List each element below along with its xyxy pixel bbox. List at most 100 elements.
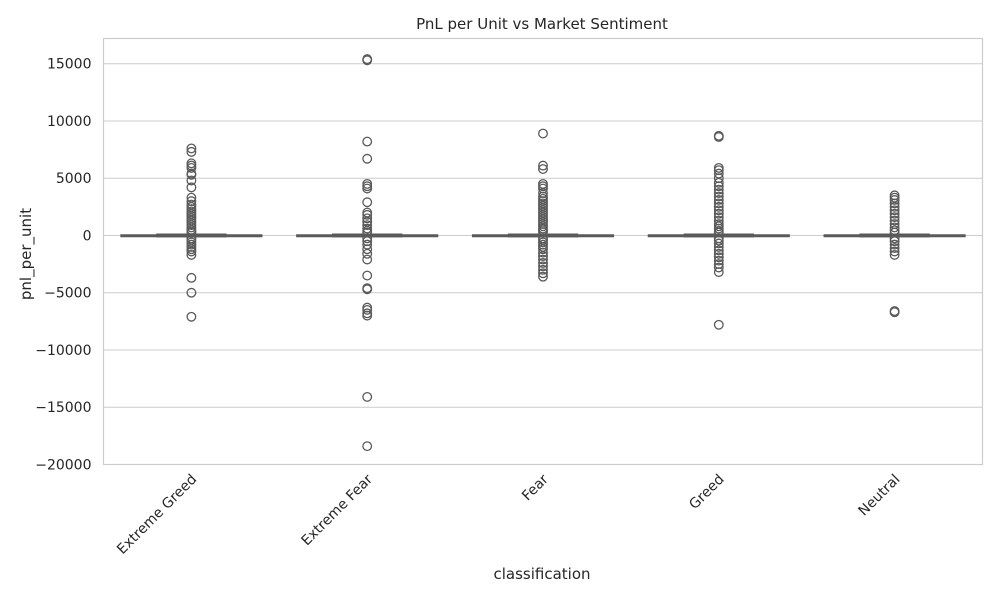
outlier-point [186, 175, 197, 186]
y-tick-label: 10000 [47, 114, 92, 130]
outlier-point [889, 201, 900, 212]
plot-frame [102, 37, 984, 466]
outlier-point [538, 258, 548, 268]
outlier-point [889, 246, 900, 257]
box-group [120, 143, 263, 322]
outlier-point [713, 181, 724, 192]
outlier-point [538, 251, 548, 262]
outlier-point [713, 252, 724, 263]
outlier-point [362, 197, 373, 208]
outlier-point [889, 233, 900, 244]
outlier-point [713, 195, 724, 205]
outlier-point [362, 391, 373, 402]
outlier-point [362, 213, 373, 224]
outlier-point [186, 143, 197, 154]
outlier-point [538, 261, 548, 272]
x-axis-title: classification [493, 565, 590, 583]
outlier-point [362, 441, 373, 452]
outlier-point [186, 169, 197, 180]
outlier-point [362, 284, 373, 295]
x-tick-label: Extreme Greed [114, 472, 200, 558]
outlier-point [713, 191, 724, 202]
x-tick-label: Extreme Fear [299, 471, 377, 549]
outlier-point [362, 209, 373, 220]
x-tick-label: Greed [686, 472, 727, 513]
outlier-point [186, 272, 197, 283]
box-group [647, 130, 790, 330]
outlier-point [538, 264, 548, 275]
outlier-point [713, 177, 724, 188]
outlier-point [362, 233, 373, 244]
outlier-point [713, 208, 724, 219]
outlier-point [362, 270, 373, 281]
outlier-point [713, 205, 724, 216]
outlier-point [889, 212, 900, 223]
y-tick-label: 0 [83, 228, 92, 244]
chart-title: PnL per Unit vs Market Sentiment [416, 15, 668, 33]
outlier-point [889, 243, 900, 254]
outlier-point [362, 136, 373, 147]
outlier-point [538, 160, 548, 171]
outlier-point [362, 310, 373, 321]
outlier-point [889, 208, 900, 219]
y-tick-label: −10000 [35, 343, 91, 359]
outlier-point [889, 195, 900, 205]
outlier-point [362, 153, 373, 164]
box-group [296, 54, 439, 452]
x-tick-labels: Extreme Greed Extreme Fear Fear Greed Neutra… [114, 471, 903, 557]
outlier-point [889, 222, 900, 233]
outlier-point [186, 311, 197, 322]
y-tick-label: 15000 [47, 57, 92, 73]
outlier-point [713, 238, 724, 249]
box-group [471, 128, 615, 282]
outlier-point [362, 220, 373, 231]
outlier-point [713, 267, 724, 278]
outlier-point [186, 287, 197, 298]
outlier-point [713, 319, 724, 330]
outlier-point [362, 248, 373, 259]
box-group [823, 190, 966, 318]
outlier-point [362, 244, 373, 255]
outlier-point [713, 198, 724, 209]
outlier-point [362, 183, 373, 194]
outlier-point [362, 304, 373, 315]
outlier-point [538, 244, 548, 255]
outlier-point [713, 245, 724, 256]
outlier-point [889, 249, 900, 260]
outlier-point [186, 146, 197, 157]
outlier-point [186, 227, 197, 238]
x-tick-label: Fear [519, 471, 552, 504]
outlier-point [538, 128, 548, 139]
outlier-point [538, 254, 548, 265]
outlier-point [186, 246, 197, 257]
outlier-point [713, 201, 724, 212]
x-tick-label: Neutral [856, 472, 904, 520]
outlier-point [713, 255, 724, 266]
y-axis-title: pnl_per_unit [17, 208, 36, 300]
outlier-point [538, 271, 548, 282]
outlier-point [362, 55, 373, 66]
outlier-point [186, 182, 197, 193]
outlier-point [713, 241, 724, 252]
y-tick-label: −5000 [44, 286, 91, 302]
outlier-point [889, 307, 900, 318]
outlier-point [889, 236, 900, 247]
outlier-point [713, 188, 724, 199]
outlier-point [889, 198, 900, 209]
y-tick-label: −15000 [35, 400, 91, 416]
outlier-point [538, 247, 548, 258]
y-tick-labels: 15000 10000 5000 0 −5000 −10000 −15000 −20000 [35, 57, 91, 474]
outlier-point [713, 235, 724, 246]
outlier-point [713, 184, 724, 195]
boxes [120, 54, 966, 452]
outlier-point [186, 249, 197, 260]
outlier-point [889, 205, 900, 216]
y-tick-label: 5000 [56, 171, 92, 187]
y-tick-label: −20000 [35, 458, 91, 474]
outlier-point [713, 262, 724, 273]
outlier-point [362, 254, 373, 265]
outlier-point [538, 164, 548, 174]
outlier-point [713, 132, 724, 142]
